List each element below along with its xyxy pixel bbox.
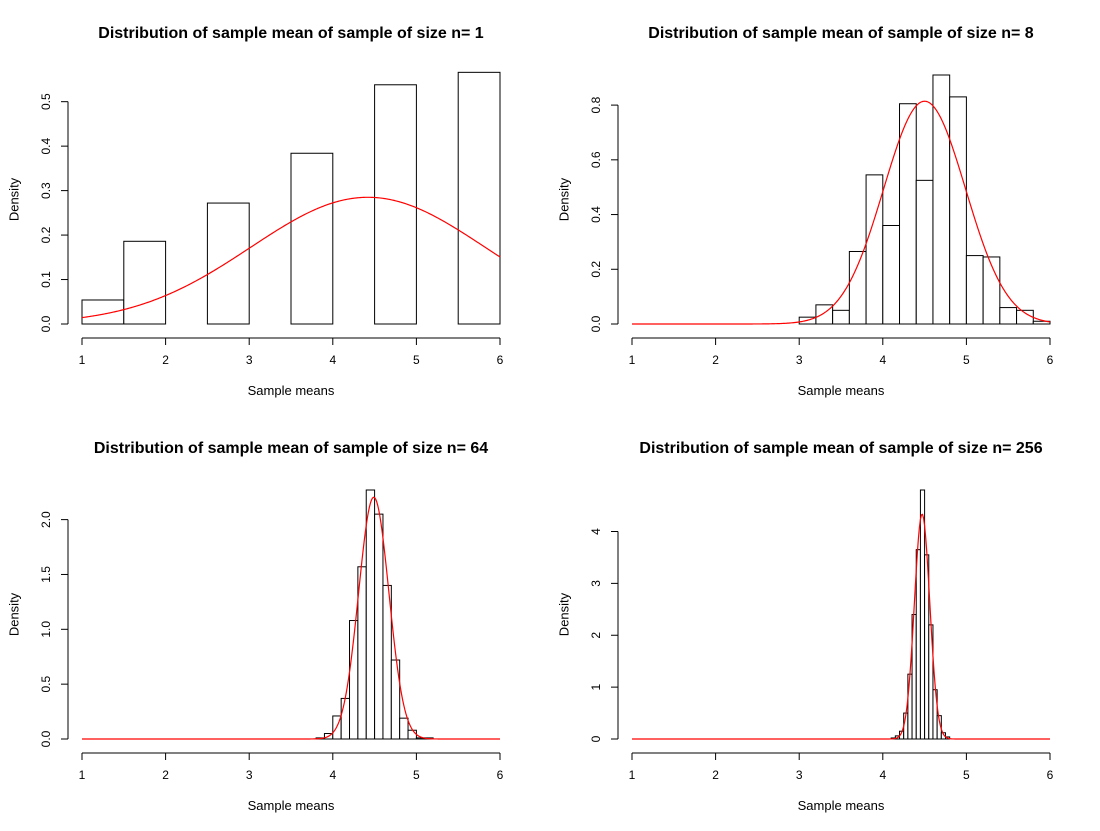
x-tick-label: 2 — [162, 768, 169, 782]
chart-panel-1: Distribution of sample mean of sample of… — [7, 25, 504, 398]
chart-panel-4: Distribution of sample mean of sample of… — [557, 440, 1054, 813]
histogram-bar — [915, 549, 921, 740]
x-tick-label: 1 — [79, 353, 86, 367]
histogram-bar — [865, 174, 884, 325]
y-tick-label: 3 — [589, 580, 603, 587]
y-tick-label: 0.5 — [39, 93, 53, 110]
x-axis-label: Sample means — [248, 798, 335, 813]
y-tick-label: 0.4 — [589, 206, 603, 223]
x-tick-label: 4 — [329, 353, 336, 367]
x-tick-label: 5 — [963, 353, 970, 367]
x-tick-label: 2 — [712, 353, 719, 367]
x-tick-label: 3 — [796, 768, 803, 782]
histogram-bar — [407, 729, 417, 740]
y-tick-label: 2.0 — [39, 511, 53, 528]
histogram-bar — [1032, 320, 1051, 325]
y-tick-label: 0.2 — [39, 226, 53, 243]
histogram-bar — [932, 74, 951, 325]
chart-title: Distribution of sample mean of sample of… — [648, 25, 1034, 42]
x-tick-label: 4 — [879, 768, 886, 782]
histogram-bar — [290, 152, 334, 325]
y-axis-label: Density — [7, 592, 22, 636]
histogram-bar — [949, 96, 967, 325]
y-tick-label: 1.5 — [39, 566, 53, 583]
chart-panel-2: Distribution of sample mean of sample of… — [557, 25, 1054, 398]
y-tick-label: 0.3 — [39, 182, 53, 199]
y-tick-label: 0.6 — [589, 151, 603, 168]
x-tick-label: 1 — [629, 353, 636, 367]
x-axis-label: Sample means — [248, 383, 335, 398]
y-tick-label: 0.0 — [589, 315, 603, 332]
density-curve — [82, 496, 500, 740]
histogram-bar — [982, 256, 1001, 325]
y-axis-label: Density — [7, 177, 22, 221]
x-tick-label: 6 — [1047, 768, 1054, 782]
histogram-bar — [123, 240, 167, 325]
y-tick-label: 0.0 — [39, 315, 53, 332]
x-tick-label: 1 — [629, 768, 636, 782]
x-tick-label: 5 — [413, 353, 420, 367]
y-tick-label: 1.0 — [39, 621, 53, 638]
chart-panel-3: Distribution of sample mean of sample of… — [7, 440, 504, 813]
histogram-bar — [374, 513, 384, 740]
density-curve — [632, 513, 1050, 740]
y-axis-label: Density — [557, 177, 572, 221]
histogram-bar — [340, 697, 351, 740]
histogram-bar — [882, 224, 901, 325]
histogram-bar — [999, 307, 1018, 325]
chart-title: Distribution of sample mean of sample of… — [94, 440, 488, 457]
x-tick-label: 2 — [712, 768, 719, 782]
histogram-bar — [940, 732, 947, 740]
histogram-bar — [915, 179, 934, 325]
chart-title: Distribution of sample mean of sample of… — [98, 25, 484, 42]
histogram-bar — [907, 673, 913, 740]
x-tick-label: 6 — [497, 768, 504, 782]
histogram-bar — [965, 255, 984, 325]
histogram-bar — [899, 103, 917, 325]
x-tick-label: 4 — [879, 353, 886, 367]
histogram-bar — [206, 202, 250, 325]
y-tick-label: 0.0 — [39, 730, 53, 747]
histogram-bar — [390, 659, 401, 740]
x-tick-label: 3 — [796, 353, 803, 367]
y-tick-label: 0.4 — [39, 137, 53, 154]
histogram-bar — [399, 717, 409, 740]
y-axis-label: Density — [557, 592, 572, 636]
x-axis-label: Sample means — [798, 383, 885, 398]
x-tick-label: 2 — [162, 353, 169, 367]
histogram-bar — [832, 309, 850, 325]
x-tick-label: 3 — [246, 353, 253, 367]
x-tick-label: 5 — [963, 768, 970, 782]
x-tick-label: 3 — [246, 768, 253, 782]
histogram-bar — [457, 71, 501, 325]
histogram-bar — [848, 250, 867, 325]
x-axis-label: Sample means — [798, 798, 885, 813]
histogram-bar — [919, 489, 926, 740]
histogram-bar — [81, 299, 125, 325]
y-tick-label: 2 — [589, 632, 603, 639]
x-tick-label: 4 — [329, 768, 336, 782]
density-curve — [81, 196, 501, 319]
x-tick-label: 6 — [497, 353, 504, 367]
y-tick-label: 0.5 — [39, 675, 53, 692]
x-tick-label: 5 — [413, 768, 420, 782]
y-tick-label: 0.1 — [39, 271, 53, 288]
chart-title: Distribution of sample mean of sample of… — [639, 440, 1042, 457]
y-tick-label: 0.8 — [589, 96, 603, 113]
y-tick-label: 0 — [589, 735, 603, 742]
histogram-bar — [365, 489, 376, 740]
y-tick-label: 4 — [589, 528, 603, 535]
density-curve — [632, 100, 1051, 325]
y-tick-label: 0.2 — [589, 261, 603, 278]
x-tick-label: 1 — [79, 768, 86, 782]
x-tick-label: 6 — [1047, 353, 1054, 367]
y-tick-label: 1 — [589, 683, 603, 690]
histogram-bar — [374, 84, 417, 325]
